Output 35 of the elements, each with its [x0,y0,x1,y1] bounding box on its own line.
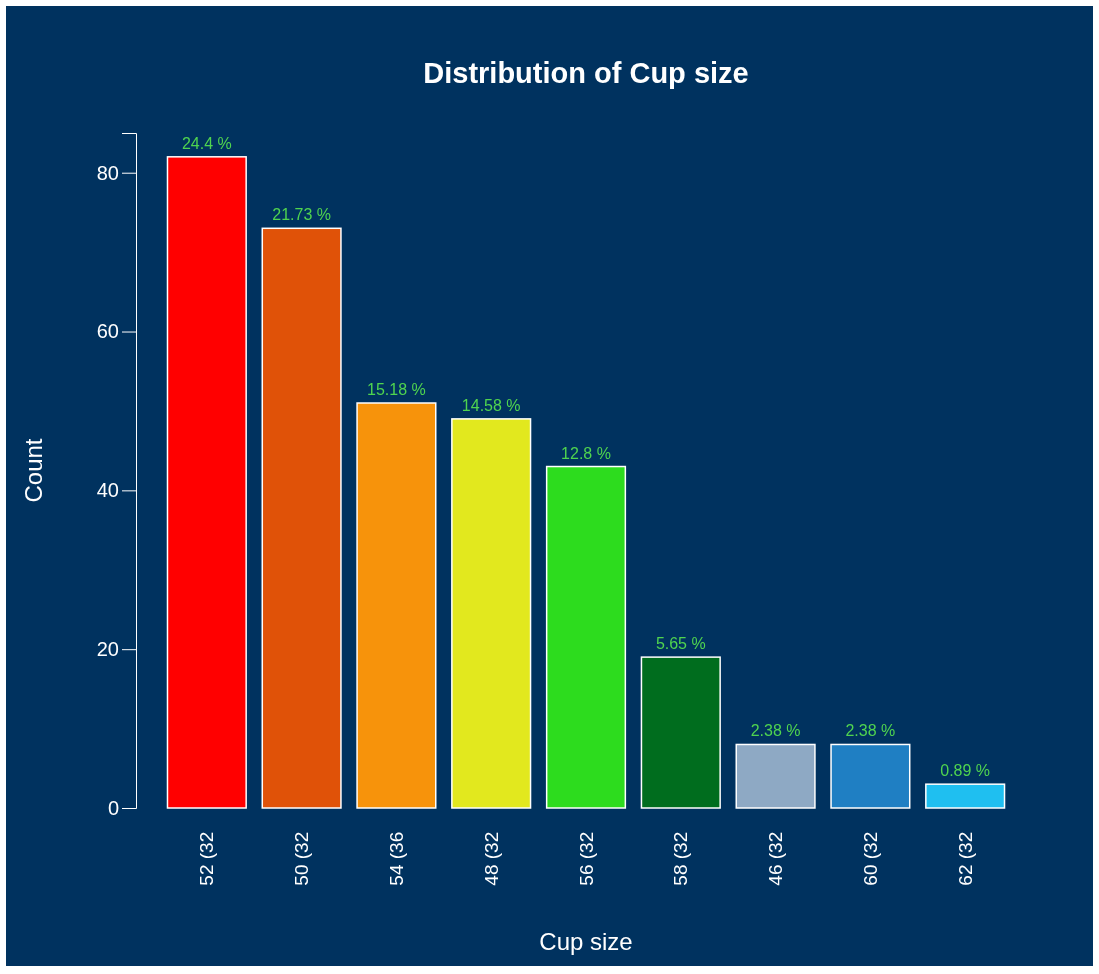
annotation: 21.73 % [272,206,331,224]
bar [545,465,627,809]
x-tick-label: 52 (32 [196,831,218,886]
bar [830,743,911,809]
bar [166,156,247,809]
bar [735,743,816,809]
x-tick-label: 56 (32 [575,831,597,886]
x-tick-label: 48 (32 [480,831,502,886]
annotation: 2.38 % [750,722,801,740]
bar [925,783,1006,809]
annotation: 14.58 % [461,396,521,414]
annotation: 5.65 % [655,635,706,653]
y-tick-label: 0 [107,796,119,819]
x-tick-label: 62 (32 [954,831,976,886]
y-tick-label: 20 [96,638,119,661]
annotation: 24.4 % [181,134,232,152]
x-axis-title: Cup size [539,928,633,955]
bar [261,227,342,809]
y-tick-label: 60 [96,320,119,343]
x-tick-label: 50 (32 [291,831,313,886]
x-tick-label: 54 (36 [386,831,408,886]
y-tick-label: 80 [96,161,119,184]
annotation: 0.89 % [940,762,991,780]
annotation: 12.8 % [561,444,611,462]
x-tick-label: 46 (32 [765,831,787,886]
y-axis-title: Count [20,438,47,503]
bar [356,402,437,809]
y-tick-label: 40 [96,479,119,502]
bar [640,656,721,809]
annotation: 2.38 % [845,722,896,740]
annotation: 15.18 % [367,381,426,398]
x-tick-label: 58 (32 [670,831,692,886]
bar [451,418,532,809]
chart-title: Distribution of Cup size [423,57,749,89]
x-tick-label: 60 (32 [860,831,882,886]
